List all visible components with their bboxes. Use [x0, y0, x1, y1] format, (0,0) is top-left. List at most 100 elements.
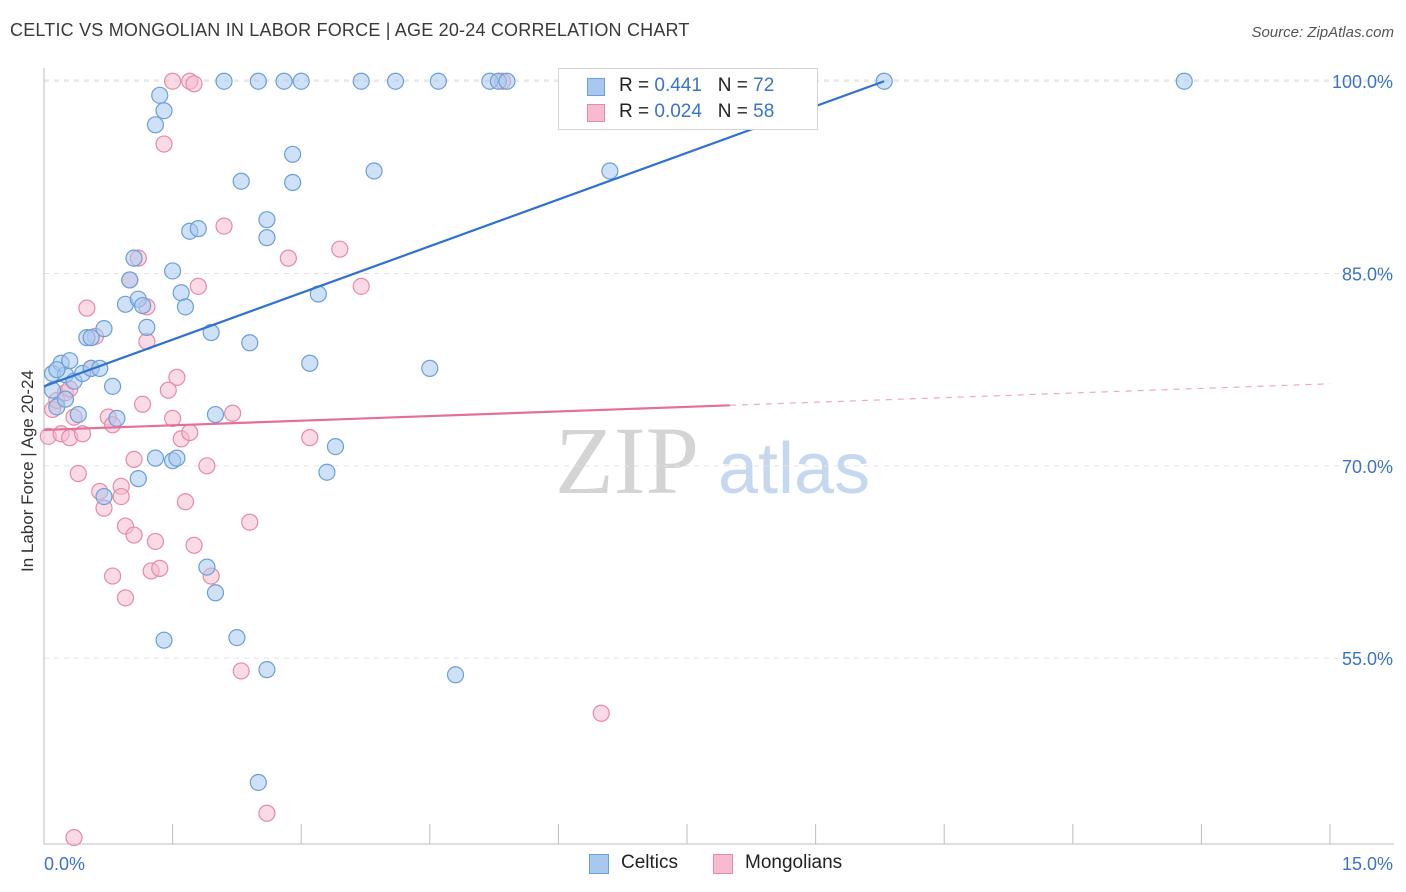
mongolians-point — [65, 828, 83, 847]
celtics-point — [258, 661, 276, 679]
mongolians-points — [39, 72, 610, 847]
celtics-point — [215, 72, 233, 90]
mongolians-point — [69, 464, 87, 483]
mongolians-point — [301, 429, 319, 447]
y-tick-label: 55.0% — [1342, 649, 1393, 669]
mongolians-point — [112, 487, 130, 506]
celtics-point — [601, 162, 619, 180]
celtics-point — [69, 405, 87, 424]
r-label: R = — [619, 101, 650, 122]
mongolians-point — [352, 277, 370, 295]
celtics-point — [258, 211, 276, 229]
y-tick-label: 70.0% — [1342, 457, 1393, 477]
celtics-point — [129, 470, 147, 488]
n-value: 72 — [753, 75, 775, 96]
celtics-point — [284, 173, 302, 192]
celtics-point — [56, 390, 75, 408]
celtics-point — [258, 229, 276, 247]
celtics-point — [146, 116, 165, 134]
n-label: N = — [717, 101, 748, 122]
mongolians-point — [103, 567, 122, 585]
mongolians-point — [185, 75, 203, 93]
mongolians-point — [125, 450, 143, 469]
trend-lines — [43, 80, 1331, 432]
celtics-points — [43, 72, 1193, 792]
mongolians-point — [159, 381, 177, 399]
mongolians-point — [164, 72, 182, 90]
celtics-point — [301, 354, 319, 372]
celtics-point — [138, 318, 156, 336]
celtics-point — [206, 584, 225, 602]
watermark-zip: ZIP — [555, 407, 699, 514]
mongolians-point — [125, 526, 143, 544]
celtics-point — [155, 102, 173, 120]
celtics-point — [103, 377, 122, 395]
celtics-point — [386, 72, 405, 90]
legend-label-mongolians: Mongolians — [745, 852, 843, 873]
x-tick-label-min: 0.0% — [44, 854, 85, 874]
mongolians-point — [592, 704, 610, 722]
celtics-point — [164, 262, 182, 280]
mongolians-point — [224, 404, 242, 422]
mongolians-point — [258, 804, 276, 822]
celtics-point — [176, 298, 195, 316]
celtics-point — [365, 162, 383, 180]
celtics-point — [61, 352, 79, 370]
mongolians-point — [232, 662, 250, 680]
celtics-point — [249, 72, 267, 90]
mongolians-point — [78, 299, 96, 317]
mongolians-point — [215, 217, 233, 235]
n-label: N = — [717, 75, 748, 96]
r-value: 0.024 — [654, 101, 702, 122]
r-value: 0.441 — [654, 75, 702, 96]
celtics-point — [446, 666, 465, 684]
mongolians-point — [168, 368, 186, 386]
trend-line-mongolians — [43, 404, 730, 432]
celtics-point — [189, 220, 207, 238]
x-tick-labels: 0.0% 15.0% — [44, 854, 1393, 874]
axes — [43, 68, 1394, 845]
celtics-point — [48, 361, 66, 379]
celtics-point — [232, 172, 250, 190]
celtics-point — [421, 359, 439, 377]
mongolians-point — [279, 249, 297, 267]
mongolians-point — [189, 277, 207, 295]
source-label: Source: ZipAtlas.com — [1251, 24, 1394, 41]
celtics-point — [352, 72, 370, 90]
celtics-point — [95, 320, 113, 338]
legend-text-celtics: R = 0.441 N = 72 — [619, 75, 774, 97]
mongolians-point — [185, 536, 203, 554]
watermark-atlas: atlas — [718, 429, 870, 509]
celtics-point — [146, 449, 165, 467]
celtics-point — [151, 86, 169, 104]
mongolians-point — [151, 559, 169, 577]
mongolians-point — [133, 395, 152, 413]
trend-line-celtics — [43, 80, 885, 388]
stats-legend: R = 0.441 N = 72 R = 0.024 N = 58 — [558, 68, 818, 130]
celtics-point — [133, 296, 152, 315]
mongolians-point — [198, 457, 216, 475]
celtics-point — [155, 631, 173, 649]
x-tick-label-max: 15.0% — [1342, 854, 1393, 874]
celtics-point — [198, 558, 216, 576]
mongolians-point — [181, 423, 199, 442]
mongolians-swatch — [587, 104, 605, 122]
mongolians-point — [241, 513, 259, 531]
celtics-point — [498, 72, 516, 90]
celtics-point — [82, 329, 100, 347]
y-tick-label: 100.0% — [1332, 72, 1393, 92]
zipatlas-watermark: ZIP atlas — [555, 407, 870, 514]
celtics-point — [121, 271, 139, 289]
mongolians-point — [331, 240, 349, 258]
celtics-point — [125, 249, 143, 267]
mongolians-point — [164, 409, 182, 427]
trend-line-extension-mongolians — [729, 383, 1331, 406]
n-value: 58 — [753, 101, 775, 122]
mongolians-legend-swatch — [713, 854, 733, 874]
celtics-point — [241, 334, 259, 352]
celtics-point — [292, 72, 310, 90]
celtics-point — [326, 437, 345, 456]
mongolians-point — [146, 532, 165, 551]
y-tick-labels: 55.0% 70.0% 85.0% 100.0% — [1332, 72, 1393, 669]
